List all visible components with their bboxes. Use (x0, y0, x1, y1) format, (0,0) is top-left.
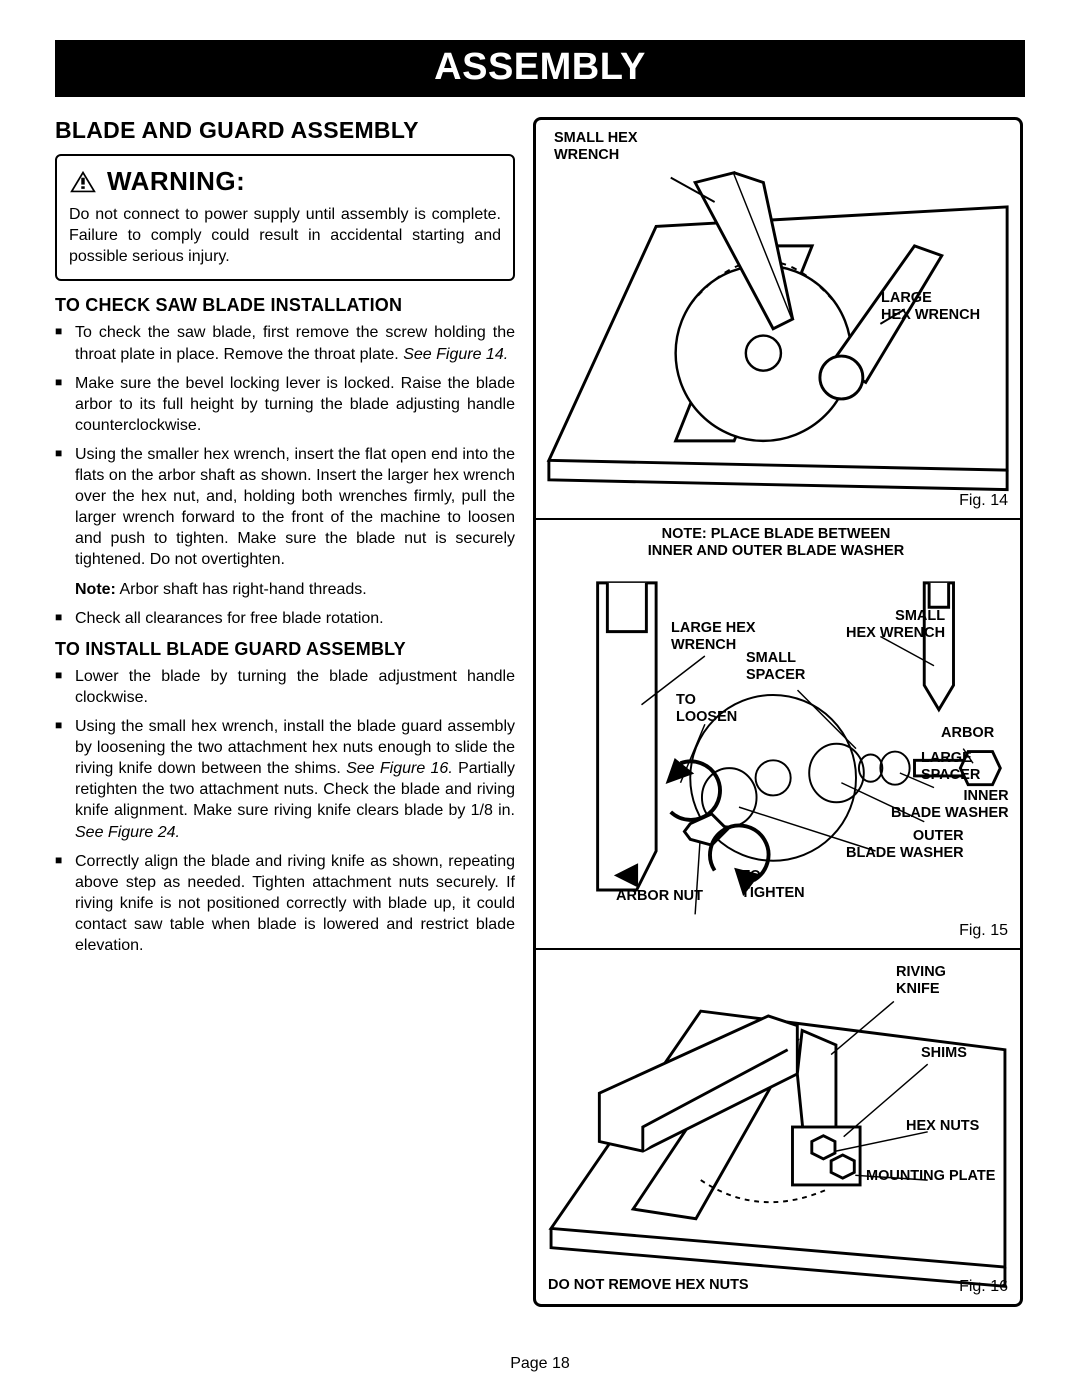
see-figure-ref: See Figure 14. (403, 346, 508, 363)
label-text: NOTE: PLACE BLADE BETWEEN (662, 526, 891, 542)
figure-box: SMALL HEX WRENCH LARGE HEX WRENCH Fig. 1… (533, 117, 1023, 1307)
see-figure-ref: See Figure 16. (346, 760, 453, 777)
page-header: ASSEMBLY (55, 40, 1025, 97)
label-text: SPACER (921, 767, 980, 783)
label-large-hex: LARGE HEX WRENCH (881, 290, 980, 323)
label-text: INNER (964, 788, 1009, 804)
label-text: LOOSEN (676, 709, 737, 725)
label-text: BLADE WASHER (891, 805, 1009, 821)
list-item: Correctly align the blade and riving kni… (55, 851, 515, 957)
label-text: WRENCH (554, 147, 619, 163)
note-line: Note: Arbor shaft has right-hand threads… (55, 579, 515, 600)
label-inner-washer: INNER BLADE WASHER (891, 788, 1009, 821)
label-text: LARGE (881, 290, 932, 306)
label-text: LARGE (921, 750, 972, 766)
warning-box: WARNING: Do not connect to power supply … (55, 154, 515, 281)
figure-16-panel: RIVING KNIFE SHIMS HEX NUTS MOUNTING PLA… (536, 950, 1020, 1304)
list-item: Check all clearances for free blade rota… (55, 608, 515, 629)
label-arbor: ARBOR (941, 725, 994, 742)
check-list: To check the saw blade, first remove the… (55, 322, 515, 570)
label-note-between: NOTE: PLACE BLADE BETWEEN INNER AND OUTE… (586, 526, 966, 559)
label-to-tighten: TO TIGHTEN (741, 868, 805, 901)
note-bold: Note: (75, 581, 116, 598)
content-columns: BLADE AND GUARD ASSEMBLY WARNING: Do not… (55, 117, 1025, 1307)
label-do-not-remove: DO NOT REMOVE HEX NUTS (548, 1277, 749, 1294)
warning-text: Do not connect to power supply until ass… (69, 205, 501, 267)
list-item: To check the saw blade, first remove the… (55, 322, 515, 364)
label-text: OUTER (913, 828, 964, 844)
list-item: Make sure the bevel locking lever is loc… (55, 373, 515, 436)
see-figure-ref: See Figure 24. (75, 824, 180, 841)
label-text: BLADE WASHER (846, 845, 964, 861)
label-small-hex: SMALL HEX WRENCH (554, 130, 638, 163)
list-item: Using the small hex wrench, install the … (55, 716, 515, 843)
warning-header: WARNING: (69, 166, 501, 197)
label-arbor-nut: ARBOR NUT (616, 888, 703, 905)
figure-caption: Fig. 15 (959, 922, 1008, 940)
label-text: SMALL (895, 608, 945, 624)
label-text: SPACER (746, 667, 805, 683)
left-column: BLADE AND GUARD ASSEMBLY WARNING: Do not… (55, 117, 515, 1307)
section-title: BLADE AND GUARD ASSEMBLY (55, 117, 515, 144)
label-mounting-plate: MOUNTING PLATE (866, 1168, 995, 1185)
note-text: Arbor shaft has right-hand threads. (116, 581, 367, 598)
install-list: Lower the blade by turning the blade adj… (55, 666, 515, 956)
label-text: TO (676, 692, 696, 708)
list-item: Lower the blade by turning the blade adj… (55, 666, 515, 708)
label-text: INNER AND OUTER BLADE WASHER (648, 543, 904, 559)
page-number: Page 18 (0, 1355, 1080, 1373)
label-riving-knife: RIVING KNIFE (896, 964, 946, 997)
warning-triangle-icon (69, 170, 97, 194)
figure-14-panel: SMALL HEX WRENCH LARGE HEX WRENCH Fig. 1… (536, 120, 1020, 520)
label-text: WRENCH (671, 637, 736, 653)
figure-caption: Fig. 14 (959, 492, 1008, 510)
label-small-hex-wrench: SMALL HEX WRENCH (846, 608, 945, 641)
figure-caption: Fig. 16 (959, 1278, 1008, 1296)
label-large-spacer: LARGE SPACER (921, 750, 980, 783)
label-text: TO (741, 868, 761, 884)
label-hex-nuts: HEX NUTS (906, 1118, 979, 1135)
label-text: HEX WRENCH (881, 307, 980, 323)
warning-label: WARNING: (107, 166, 245, 197)
check-list-2: Check all clearances for free blade rota… (55, 608, 515, 629)
label-text: SMALL (746, 650, 796, 666)
label-text: SMALL HEX (554, 130, 638, 146)
label-large-hex-wrench: LARGE HEX WRENCH (671, 620, 756, 653)
label-text: TIGHTEN (741, 885, 805, 901)
subheading-check: TO CHECK SAW BLADE INSTALLATION (55, 295, 515, 316)
label-text: HEX WRENCH (846, 625, 945, 641)
label-small-spacer: SMALL SPACER (746, 650, 805, 683)
label-text: KNIFE (896, 981, 940, 997)
label-shims: SHIMS (921, 1045, 967, 1062)
figure-15-panel: NOTE: PLACE BLADE BETWEEN INNER AND OUTE… (536, 520, 1020, 950)
right-column: SMALL HEX WRENCH LARGE HEX WRENCH Fig. 1… (533, 117, 1023, 1307)
subheading-install: TO INSTALL BLADE GUARD ASSEMBLY (55, 639, 515, 660)
label-outer-washer: OUTER BLADE WASHER (846, 828, 964, 861)
label-text: RIVING (896, 964, 946, 980)
list-item: Using the smaller hex wrench, insert the… (55, 444, 515, 571)
label-text: LARGE HEX (671, 620, 756, 636)
label-to-loosen: TO LOOSEN (676, 692, 737, 725)
